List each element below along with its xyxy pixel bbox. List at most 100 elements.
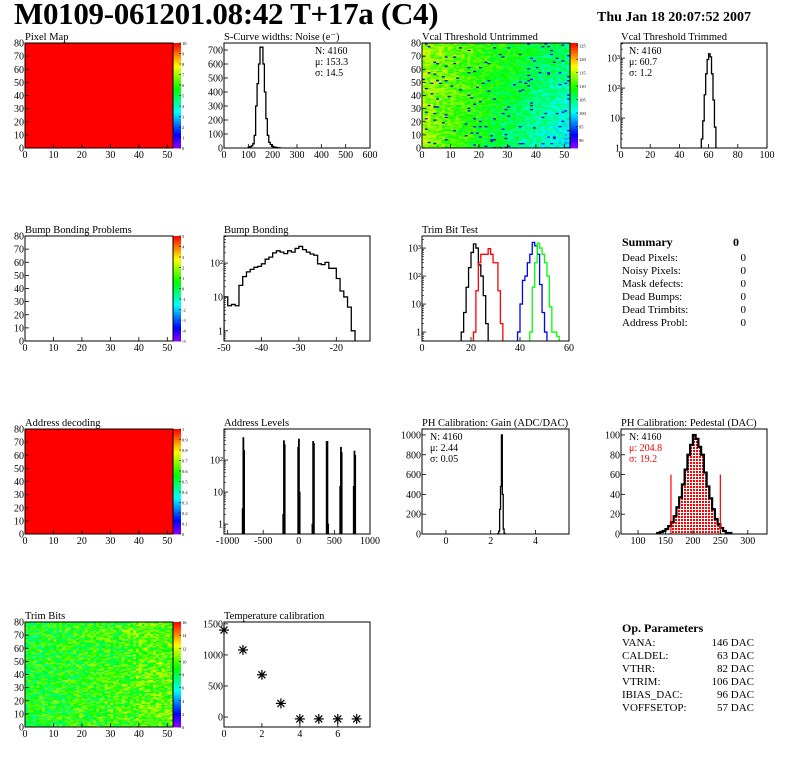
heatmap-cell bbox=[433, 132, 437, 134]
heatmap-cell bbox=[467, 95, 471, 98]
histogram-bin bbox=[709, 54, 710, 148]
heatmap-cell bbox=[496, 113, 500, 116]
heatmap-cell bbox=[533, 98, 537, 100]
heatmap-cell bbox=[459, 108, 463, 111]
heatmap-cell bbox=[538, 146, 542, 148]
colorbar-tick-label: 6 bbox=[182, 83, 185, 88]
heatmap-cell bbox=[496, 140, 500, 142]
histogram-bin bbox=[273, 253, 277, 341]
heatmap-cell bbox=[510, 95, 514, 98]
heatmap-cell bbox=[567, 79, 570, 82]
heatmap-cell bbox=[484, 129, 488, 132]
heatmap-cell bbox=[521, 128, 525, 130]
chart-title: Address Levels bbox=[224, 418, 289, 429]
heatmap-cell bbox=[436, 103, 440, 105]
heatmap-cell bbox=[422, 145, 426, 147]
heatmap-cell bbox=[456, 61, 460, 63]
heatmap-cell bbox=[496, 132, 500, 134]
heatmap-cell bbox=[433, 104, 437, 107]
heatmap-cell bbox=[422, 117, 426, 120]
heatmap-cell bbox=[478, 129, 483, 132]
heatmap-cell bbox=[524, 95, 528, 98]
colorbar-segment bbox=[173, 429, 181, 432]
heatmap-cell bbox=[504, 79, 508, 82]
heatmap-cell bbox=[478, 141, 483, 144]
heatmap-cell bbox=[493, 54, 497, 57]
heatmap-cell bbox=[564, 99, 568, 102]
heatmap-cell bbox=[461, 67, 465, 70]
heatmap-cell bbox=[461, 48, 465, 50]
heatmap-cell bbox=[533, 146, 537, 148]
heatmap-cell bbox=[461, 115, 465, 117]
heatmap-cell bbox=[487, 136, 491, 138]
heatmap-cell bbox=[478, 54, 483, 57]
heatmap-cell bbox=[487, 113, 491, 116]
heatmap-cell bbox=[490, 102, 494, 104]
heatmap-cell bbox=[467, 109, 471, 112]
heatmap-cell bbox=[444, 108, 448, 111]
heatmap-cell bbox=[558, 125, 562, 128]
colorbar-segment bbox=[173, 521, 181, 524]
heatmap-cell bbox=[521, 74, 525, 77]
heatmap-cell bbox=[518, 70, 522, 73]
heatmap-cell bbox=[533, 83, 537, 86]
heatmap-cell bbox=[453, 145, 457, 147]
heatmap-cell bbox=[473, 44, 477, 46]
heatmap-cell bbox=[552, 87, 557, 90]
heatmap-cell bbox=[521, 75, 525, 78]
heatmap-cell bbox=[524, 74, 528, 77]
heatmap-cell bbox=[473, 70, 477, 73]
heatmap-cell bbox=[518, 100, 522, 103]
heatmap-cell bbox=[507, 60, 511, 62]
heatmap-cell bbox=[527, 64, 531, 66]
heatmap-cell bbox=[422, 62, 426, 65]
heatmap-cell bbox=[538, 98, 542, 100]
heatmap-cell bbox=[547, 74, 551, 77]
heatmap-cell bbox=[496, 73, 500, 75]
heatmap-cell bbox=[544, 120, 548, 123]
heatmap-cell bbox=[484, 115, 488, 117]
heatmap-cell bbox=[561, 133, 565, 136]
heatmap-cell bbox=[515, 123, 520, 125]
heatmap-cell bbox=[521, 98, 525, 100]
x-tick-label: 2 bbox=[488, 536, 493, 547]
heatmap-cell bbox=[461, 108, 465, 111]
heatmap-cell bbox=[456, 138, 460, 141]
heatmap-cell bbox=[433, 54, 437, 57]
heatmap-cell bbox=[550, 144, 554, 146]
heatmap-cell bbox=[498, 119, 502, 121]
heatmap-cell bbox=[481, 54, 485, 57]
heatmap-cell bbox=[507, 144, 511, 146]
heatmap-cell bbox=[538, 111, 542, 113]
heatmap-cell bbox=[430, 77, 434, 79]
heatmap-cell bbox=[490, 116, 494, 119]
heatmap-cell bbox=[478, 113, 483, 116]
heatmap-cell bbox=[544, 85, 548, 87]
heatmap-cell bbox=[552, 128, 557, 130]
heatmap-cell bbox=[504, 82, 508, 84]
heatmap-cell bbox=[515, 103, 520, 105]
heatmap-cell bbox=[433, 85, 437, 87]
heatmap-cell bbox=[461, 82, 465, 84]
heatmap-cell bbox=[453, 77, 457, 79]
heatmap-cell bbox=[427, 88, 431, 91]
heatmap-cell bbox=[478, 111, 483, 113]
heatmap-cell bbox=[541, 64, 545, 66]
heatmap-cell bbox=[498, 137, 502, 140]
heatmap-cell bbox=[530, 70, 534, 73]
heatmap-cell bbox=[544, 99, 548, 102]
heatmap-cell bbox=[436, 94, 440, 96]
heatmap-cell bbox=[456, 113, 460, 116]
heatmap-cell bbox=[464, 100, 468, 103]
colorbar-tick-label: 0.4 bbox=[182, 490, 188, 495]
heatmap-cell bbox=[533, 96, 537, 99]
heatmap-cell bbox=[535, 116, 539, 119]
heatmap-cell bbox=[436, 90, 440, 92]
heatmap-cell bbox=[427, 106, 431, 108]
heatmap-cell bbox=[555, 67, 559, 70]
colorbar-segment bbox=[173, 43, 181, 46]
heatmap-cell bbox=[564, 98, 568, 100]
heatmap-cell bbox=[461, 100, 465, 103]
heatmap-cell bbox=[507, 111, 511, 113]
heatmap-cell bbox=[550, 64, 554, 66]
